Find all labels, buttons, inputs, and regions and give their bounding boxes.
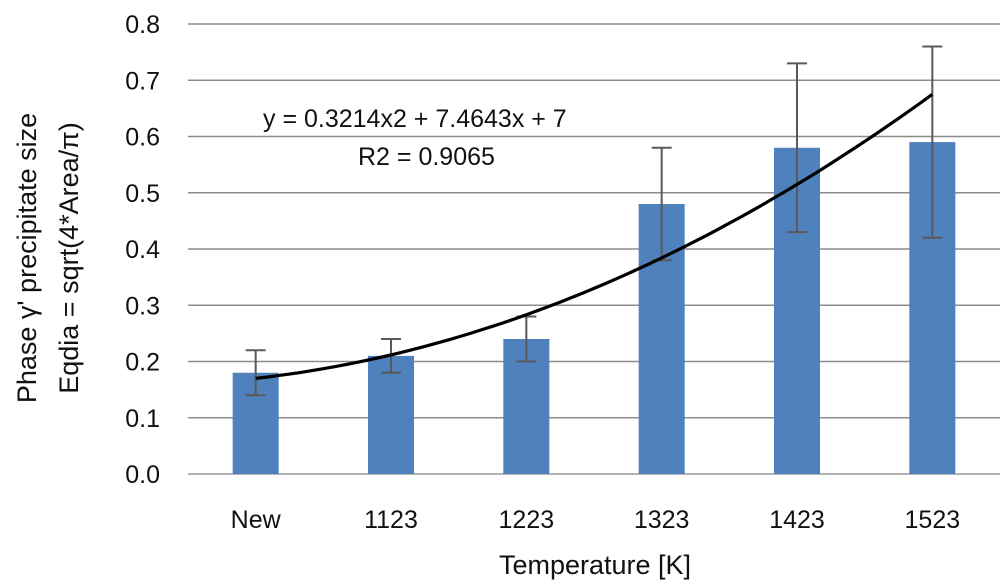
trendline-curve <box>255 93 934 380</box>
y-tick-labels: 0.0 0.1 0.2 0.3 0.4 0.5 0.6 0.7 0.8 <box>125 11 160 489</box>
error-bars <box>245 45 943 397</box>
y-tick-label: 0.2 <box>125 349 160 377</box>
x-tick-label: 1223 <box>499 506 555 534</box>
y-axis-title-line2: Eqdia = sqrt(4*Area/π) <box>54 122 84 394</box>
bars <box>232 142 956 474</box>
y-tick-label: 0.8 <box>125 11 160 39</box>
y-tick-label: 0.7 <box>125 67 160 95</box>
x-tick-label: New <box>231 506 282 534</box>
x-tick-label: 1523 <box>905 506 961 534</box>
error-bar <box>787 62 807 234</box>
x-tick-label: 1323 <box>634 506 690 534</box>
y-tick-label: 0.5 <box>125 180 160 208</box>
y-tick-label: 0.6 <box>125 124 160 152</box>
trendline <box>255 93 934 380</box>
x-tick-label: 1123 <box>364 506 418 534</box>
y-axis-title-line1: Phase γ' precipitate size <box>12 113 42 403</box>
trendline-equation: y = 0.3214x2 + 7.4643x + 7 <box>263 105 567 133</box>
x-tick-label: 1423 <box>769 506 825 534</box>
bar <box>368 355 414 474</box>
x-axis-title: Temperature [K] <box>499 550 691 580</box>
y-tick-label: 0.4 <box>125 236 160 264</box>
trendline-r2: R2 = 0.9065 <box>358 143 495 171</box>
y-tick-label: 0.0 <box>125 461 160 489</box>
x-tick-labels: New 1123 1223 1323 1423 1523 <box>231 506 960 534</box>
y-tick-label: 0.3 <box>125 292 160 320</box>
y-tick-label: 0.1 <box>125 405 160 433</box>
error-bar <box>922 45 943 239</box>
gridlines <box>188 23 1000 475</box>
error-bar <box>245 349 266 397</box>
